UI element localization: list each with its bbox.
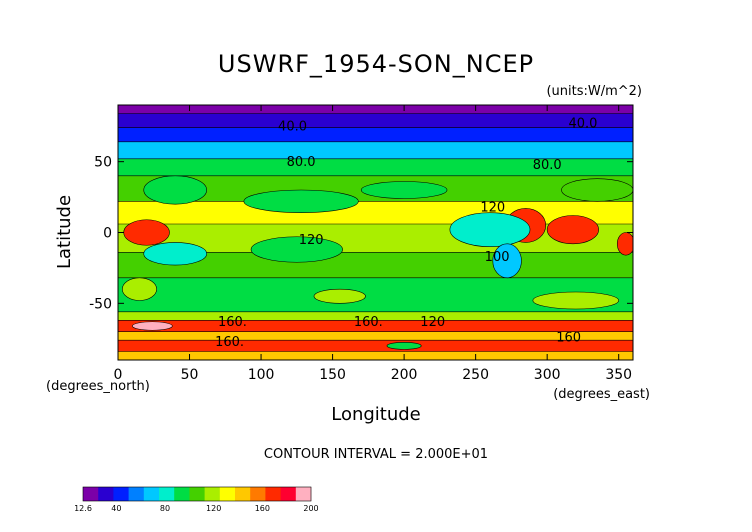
- y-tick-label-0: 0: [103, 226, 112, 242]
- contour-label-9: 120: [420, 315, 445, 330]
- colorbar-segment-9: [219, 487, 236, 501]
- x-tick-label-50: 50: [181, 367, 199, 383]
- lat-band-10: [118, 311, 633, 321]
- colorbar-segment-1: [98, 487, 114, 501]
- colorbar-segment-10: [235, 487, 251, 501]
- colorbar-segment-0: [83, 487, 99, 501]
- y-axis-label: Latitude: [54, 195, 75, 269]
- plot-area: 40.0 40.0 80.0 80.0 120 120 100 160. 160. 120 160.…: [118, 105, 633, 360]
- contour-label-3: 80.0: [533, 158, 562, 173]
- colorbar-tick-label-1: 40: [111, 504, 121, 513]
- x-axis-label: Longitude: [331, 404, 421, 425]
- colorbar-tick-label-0: 12.6: [74, 504, 92, 513]
- colorbar-segment-8: [204, 487, 221, 501]
- lat-band-1: [118, 113, 633, 129]
- colorbar-segment-6: [174, 487, 190, 501]
- contour-patch-11: [561, 178, 633, 202]
- x-axis-unit-note: (degrees_east): [553, 387, 650, 402]
- contour-patch-15: [386, 341, 422, 350]
- lat-band-3: [118, 141, 633, 160]
- y-tick-label--50: -50: [89, 296, 112, 312]
- contour-patch-14: [313, 288, 366, 304]
- x-tick-label-150: 150: [319, 367, 346, 383]
- contour-patch-13: [532, 291, 619, 310]
- contour-patch-4: [143, 242, 207, 266]
- colorbar-tick-label-3: 120: [206, 504, 221, 513]
- contour-label-2: 80.0: [287, 155, 316, 170]
- contour-interval-text: CONTOUR INTERVAL = 2.000E+01: [264, 447, 488, 462]
- colorbar-segment-7: [189, 487, 205, 501]
- contour-patch-16: [132, 321, 173, 331]
- y-axis-unit-note: (degrees_north): [46, 379, 150, 394]
- lat-band-14: [118, 351, 633, 360]
- lat-band-2: [118, 127, 633, 143]
- units-label: (units:W/m^2): [546, 84, 642, 99]
- colorbar-segment-11: [250, 487, 266, 501]
- colorbar-segment-3: [128, 487, 145, 501]
- contour-patch-7: [492, 243, 522, 279]
- contour-label-8: 160.: [354, 315, 383, 330]
- colorbar-segment-4: [143, 487, 160, 501]
- contour-label-7: 160.: [218, 315, 247, 330]
- chart-title: USWRF_1954-SON_NCEP: [218, 50, 534, 78]
- lat-band-0: [118, 105, 633, 114]
- colorbar-segment-13: [280, 487, 297, 501]
- contour-patch-9: [143, 175, 207, 205]
- x-tick-label-0: 0: [114, 367, 123, 383]
- colorbar-tick-label-5: 200: [303, 504, 318, 513]
- contour-label-11: 160: [556, 331, 581, 346]
- colorbar-segment-14: [295, 487, 312, 501]
- colorbar-segment-5: [159, 487, 175, 501]
- y-axis-ticks: -50 0 50: [89, 155, 633, 312]
- lat-band-11: [118, 320, 633, 333]
- colorbar: [82, 486, 312, 502]
- lat-band-4: [118, 158, 633, 177]
- colorbar-tick-labels: 12.6 40 80 120 160 200: [74, 504, 319, 513]
- colorbar-segment-2: [113, 487, 129, 501]
- contour-patch-5: [250, 236, 343, 263]
- x-tick-label-300: 300: [534, 367, 561, 383]
- lat-band-12: [118, 331, 633, 341]
- contour-patch-2: [546, 215, 599, 245]
- contour-label-0: 40.0: [278, 120, 307, 135]
- x-tick-label-350: 350: [605, 367, 632, 383]
- x-axis-ticks: 0 50 100 150 200 250 300 350: [114, 105, 632, 383]
- colorbar-tick-label-2: 80: [160, 504, 170, 513]
- contour-patch-12: [121, 277, 157, 301]
- contour-patch-8: [243, 189, 359, 213]
- contour-label-1: 40.0: [568, 117, 597, 132]
- contour-patch-10: [360, 181, 448, 199]
- contour-label-6: 100: [485, 250, 510, 265]
- contour-labels: 40.0 40.0 80.0 80.0 120 120 100 160. 160. 120 160.…: [215, 117, 597, 350]
- x-tick-label-200: 200: [391, 367, 418, 383]
- contour-label-4: 120: [480, 200, 505, 215]
- y-tick-label-50: 50: [94, 155, 112, 171]
- colorbar-segment-12: [265, 487, 281, 501]
- x-tick-label-250: 250: [462, 367, 489, 383]
- x-tick-label-100: 100: [248, 367, 275, 383]
- contour-label-5: 120: [299, 233, 324, 248]
- colorbar-frame: [82, 486, 312, 502]
- contour-patch-6: [449, 212, 531, 247]
- lat-band-13: [118, 340, 633, 352]
- contour-patches: [121, 175, 633, 350]
- contour-patch-0: [123, 219, 170, 246]
- contour-label-10: 160.: [215, 335, 244, 350]
- colorbar-tick-label-4: 160: [255, 504, 270, 513]
- contour-patch-3: [616, 232, 633, 256]
